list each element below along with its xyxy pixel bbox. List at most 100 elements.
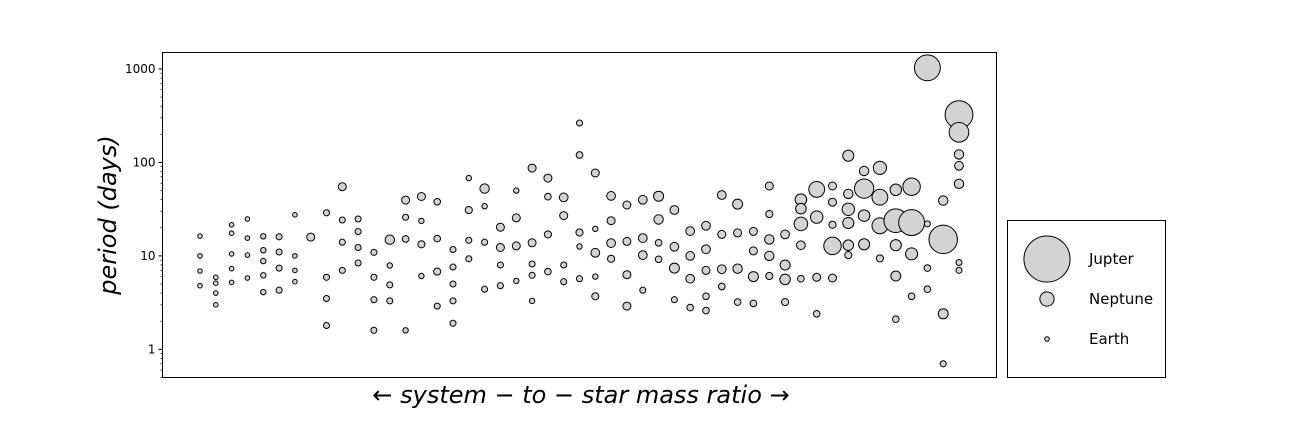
planet-point (670, 296, 678, 304)
planet-point (465, 236, 473, 244)
planet-point (418, 272, 425, 280)
planet-point (780, 229, 790, 240)
planet-point (543, 173, 553, 183)
planet-point (544, 267, 552, 276)
planet-point (749, 299, 758, 308)
planet-point (213, 280, 219, 287)
planet-point (354, 215, 362, 223)
legend-marker (1039, 291, 1055, 307)
planet-point (575, 151, 584, 159)
planet-point (953, 178, 965, 190)
planet-point (544, 192, 552, 201)
scatter-points (197, 54, 974, 368)
planet-point (449, 280, 457, 288)
planet-point (828, 273, 837, 283)
planet-point (937, 308, 949, 320)
planet-point (260, 247, 267, 254)
planet-point (607, 254, 616, 263)
planet-point (275, 233, 283, 241)
planet-point (338, 238, 346, 246)
planet-point (260, 233, 267, 240)
planet-point (781, 298, 790, 307)
planet-point (228, 230, 235, 236)
planet-point (575, 228, 584, 237)
planet-point (732, 263, 743, 274)
planet-point (828, 181, 837, 191)
legend-label: Jupter (1088, 250, 1135, 268)
planet-point (449, 263, 457, 271)
planet-point (228, 222, 235, 228)
planet-point (576, 243, 583, 250)
planet-point (654, 238, 663, 247)
planet-point (765, 271, 774, 281)
planet-point (701, 244, 711, 255)
planet-point (370, 326, 378, 334)
planet-point (842, 149, 855, 162)
planet-point (764, 250, 775, 262)
planet-point (495, 222, 505, 232)
planet-point (481, 238, 489, 246)
planet-point (465, 174, 472, 182)
legend-label: Earth (1089, 330, 1129, 348)
planet-point (275, 264, 283, 272)
planet-point (907, 292, 916, 301)
planet-point (653, 214, 664, 225)
planet-point (528, 297, 536, 305)
legend-marker (1044, 336, 1050, 342)
planet-point (764, 234, 775, 245)
planet-point (275, 286, 283, 294)
planet-point (511, 241, 521, 251)
planet-point (669, 241, 680, 252)
planet-point (402, 213, 410, 221)
planet-point (622, 301, 632, 311)
planet-point (606, 216, 616, 226)
planet-point (686, 303, 695, 312)
plot-area (162, 52, 997, 378)
planet-point (701, 220, 711, 231)
y-axis-label: period (days) (94, 135, 122, 295)
planet-point (685, 251, 696, 261)
planet-point (228, 279, 235, 286)
planet-point (747, 271, 759, 283)
planet-point (828, 220, 837, 229)
planet-point (495, 243, 505, 252)
planet-point (685, 226, 696, 236)
planet-point (606, 238, 616, 248)
legend: Jupter Neptune Earth (1007, 220, 1166, 378)
planet-point (653, 190, 665, 202)
planet-point (948, 121, 970, 143)
planet-point (622, 270, 632, 280)
planet-point (857, 209, 871, 222)
planet-point (433, 197, 442, 206)
planet-point (905, 247, 919, 261)
planet-point (260, 272, 267, 279)
planet-point (386, 281, 394, 289)
planet-point (401, 195, 411, 205)
planet-point (338, 266, 346, 274)
planet-point (889, 183, 903, 197)
planet-point (449, 245, 457, 254)
planet-point (354, 228, 362, 236)
planet-point (748, 246, 758, 256)
planet-point (401, 235, 410, 243)
planet-point (702, 292, 710, 301)
y-tick-label: 1 (148, 342, 156, 356)
y-tick-label: 10 (140, 249, 155, 263)
planet-point (417, 240, 426, 249)
planet-point (213, 290, 219, 296)
planet-point (858, 165, 870, 177)
planet-point (354, 259, 362, 267)
planet-point (637, 194, 648, 205)
planet-point (590, 168, 600, 178)
planet-point (928, 224, 958, 255)
planet-point (322, 209, 331, 217)
planet-point (668, 262, 680, 274)
planet-point (449, 297, 457, 305)
planet-point (606, 191, 616, 201)
planet-point (953, 149, 965, 160)
planet-point (871, 188, 889, 206)
planet-point (416, 192, 426, 201)
planet-point (418, 217, 425, 225)
planet-point (639, 286, 647, 294)
